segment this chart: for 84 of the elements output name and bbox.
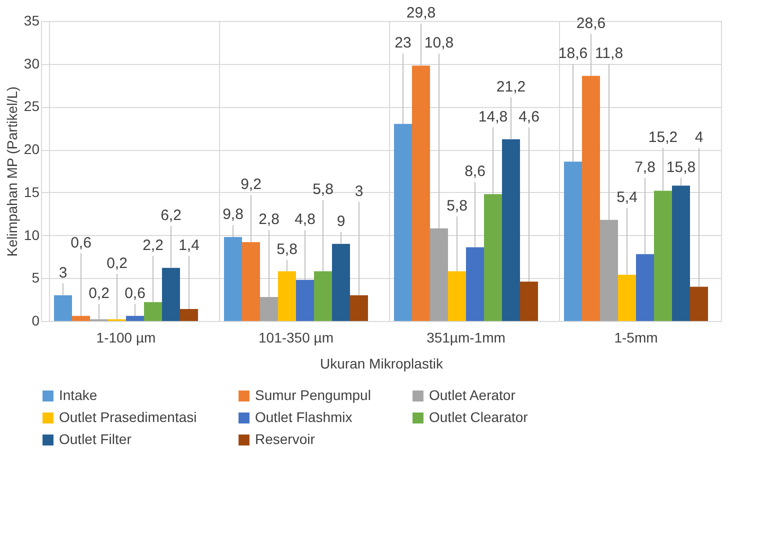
bar	[278, 271, 296, 321]
data-label: 23	[394, 34, 412, 52]
data-label: 7,8	[634, 158, 656, 176]
bar	[332, 244, 350, 321]
y-tick-label: 15	[24, 184, 40, 200]
bar	[180, 309, 198, 321]
y-tick-label: 20	[24, 141, 40, 158]
bar	[466, 247, 484, 321]
bar	[636, 254, 654, 321]
data-label: 1,4	[178, 236, 200, 254]
bar	[350, 295, 368, 321]
data-label: 14,8	[478, 108, 508, 126]
legend-label: Outlet Aerator	[429, 387, 516, 403]
bar	[520, 282, 538, 321]
data-label: 4,8	[294, 211, 316, 228]
data-label: 5,8	[276, 241, 298, 258]
y-tick-label: 35	[24, 12, 40, 28]
data-label: 0,2	[106, 254, 128, 272]
bar	[618, 274, 636, 321]
data-label: 9,2	[240, 176, 262, 193]
data-label: 11,8	[594, 44, 624, 62]
legend-label: Outlet Flashmix	[255, 409, 352, 425]
data-label: 6,2	[160, 206, 182, 224]
x-tick-label: 101-350 µm	[258, 330, 334, 346]
data-label: 2,8	[258, 211, 280, 228]
data-label: 9,8	[222, 206, 244, 223]
legend-label: Outlet Filter	[59, 431, 132, 447]
bar	[430, 228, 448, 321]
bar	[54, 295, 72, 321]
data-label: 5,4	[616, 188, 638, 206]
legend-label: Reservoir	[255, 431, 316, 447]
bar	[296, 280, 314, 321]
bar	[502, 139, 520, 321]
bar	[448, 271, 466, 321]
data-label: 0,2	[88, 284, 110, 302]
data-label: 3	[58, 264, 68, 282]
bar	[690, 286, 708, 321]
bar	[654, 190, 672, 321]
y-tick-label: 25	[24, 98, 40, 114]
bar	[224, 237, 242, 321]
legend-label: Sumur Pengumpul	[255, 387, 371, 403]
data-label: 5,8	[312, 181, 334, 198]
bar	[582, 76, 600, 321]
bar	[162, 268, 180, 321]
y-tick-label: 5	[32, 270, 40, 286]
bar	[484, 194, 502, 321]
y-axis-title: Kelimpahan MP (Partikel/L)	[4, 86, 20, 257]
data-label: 18,6	[558, 44, 588, 62]
legend-label: Outlet Prasedimentasi	[59, 409, 197, 425]
bar	[314, 271, 332, 321]
data-label: 29,8	[406, 4, 436, 22]
data-label: 21,2	[496, 78, 526, 96]
data-label: 10,8	[424, 34, 454, 52]
bar	[394, 124, 412, 321]
data-label: 2,2	[142, 236, 164, 254]
data-label: 8,6	[464, 163, 486, 180]
data-label: 5,8	[446, 197, 468, 214]
legend-label: Outlet Clearator	[429, 409, 528, 425]
bar	[600, 220, 618, 321]
data-label: 28,6	[576, 14, 606, 32]
bar	[672, 186, 690, 321]
bar	[72, 316, 90, 321]
data-label: 3	[354, 182, 364, 200]
x-tick-label: 1-5mm	[614, 330, 658, 346]
y-tick-label: 30	[24, 55, 40, 72]
bar	[412, 66, 430, 321]
bar	[126, 316, 144, 321]
bar	[242, 242, 260, 321]
y-tick-label: 10	[24, 226, 40, 243]
y-tick-label: 0	[32, 312, 40, 328]
bar	[144, 302, 162, 321]
x-axis-title: Ukuran Mikroplastik	[320, 356, 444, 372]
bar	[564, 162, 582, 321]
data-label: 15,2	[648, 128, 678, 146]
x-tick-label: 351µm-1mm	[426, 330, 506, 346]
data-label: 4	[694, 128, 704, 146]
data-label: 4,6	[518, 108, 540, 126]
legend-label: Intake	[59, 387, 98, 403]
x-tick-label: 1-100 µm	[96, 330, 156, 346]
data-label: 0,6	[124, 284, 146, 302]
data-label: 15,8	[666, 158, 696, 176]
data-label: 0,6	[70, 234, 92, 252]
data-label: 9	[336, 212, 346, 230]
bar	[260, 297, 278, 321]
